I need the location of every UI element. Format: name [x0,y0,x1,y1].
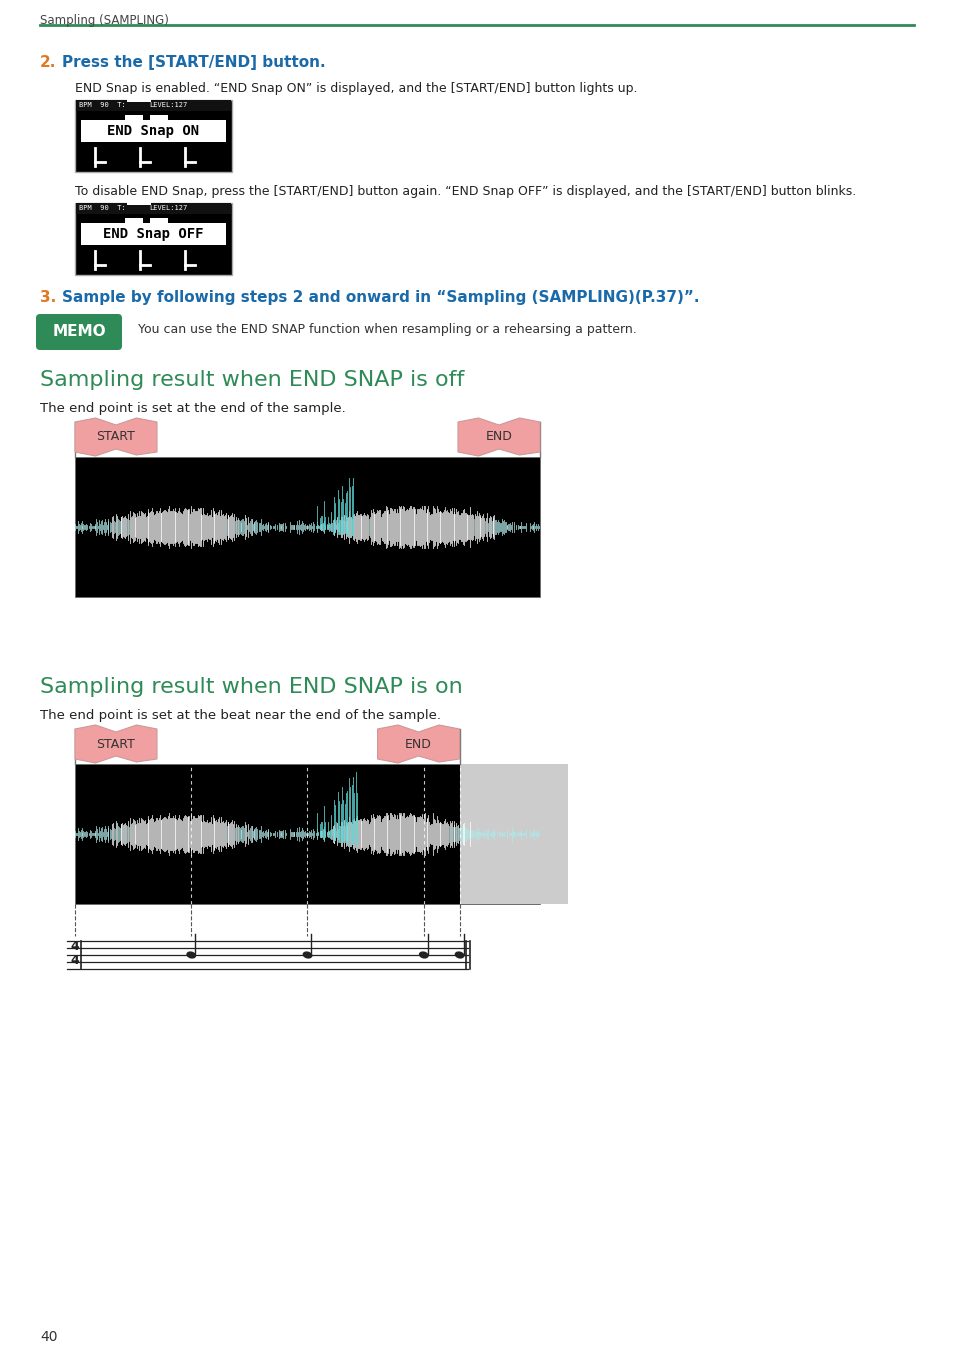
Text: LEVEL:127: LEVEL:127 [149,103,187,108]
Text: END: END [485,431,512,444]
Bar [75,764,539,904]
Text: 4: 4 [70,940,79,953]
Text: 3.: 3. [40,290,56,305]
PathPatch shape [75,725,157,763]
Ellipse shape [418,952,428,958]
Bar [150,217,168,228]
Bar [125,115,143,126]
Text: END: END [405,737,432,751]
PathPatch shape [457,418,539,456]
Ellipse shape [186,952,196,958]
Text: 2.: 2. [40,55,56,70]
Bar [127,197,151,204]
Bar [81,120,226,142]
Text: MEMO: MEMO [52,324,106,339]
Text: Sample by following steps 2 and onward in “Sampling (SAMPLING)(P.37)”.: Sample by following steps 2 and onward i… [62,290,699,305]
Bar [76,202,231,215]
Text: You can use the END SNAP function when resampling or a rehearsing a pattern.: You can use the END SNAP function when r… [138,323,636,336]
Text: 4: 4 [70,954,79,967]
Bar [81,223,226,244]
Bar [127,93,151,101]
Bar [150,115,168,126]
Text: 40: 40 [40,1330,57,1345]
Bar [75,100,232,171]
PathPatch shape [75,418,157,456]
Bar [76,100,231,111]
Text: BPM  90  T:: BPM 90 T: [79,205,126,211]
Bar [459,764,567,904]
Text: START: START [96,737,135,751]
PathPatch shape [377,725,459,763]
Bar [125,217,143,228]
Text: END Snap ON: END Snap ON [108,124,199,138]
Ellipse shape [302,952,312,958]
Text: LEVEL:127: LEVEL:127 [149,205,187,211]
Bar [75,202,232,275]
Text: Sampling result when END SNAP is on: Sampling result when END SNAP is on [40,676,462,697]
Text: The end point is set at the end of the sample.: The end point is set at the end of the s… [40,402,345,414]
Text: END Snap is enabled. “END Snap ON” is displayed, and the [START/END] button ligh: END Snap is enabled. “END Snap ON” is di… [75,82,637,94]
Text: END Snap OFF: END Snap OFF [103,227,204,242]
Text: Sampling (SAMPLING): Sampling (SAMPLING) [40,14,169,27]
Ellipse shape [455,952,464,958]
Text: BPM  90  T:: BPM 90 T: [79,103,126,108]
FancyBboxPatch shape [36,315,122,350]
Text: Press the [START/END] button.: Press the [START/END] button. [62,55,325,70]
Bar [75,458,539,597]
Text: START: START [96,431,135,444]
Text: The end point is set at the beat near the end of the sample.: The end point is set at the beat near th… [40,709,440,722]
Text: To disable END Snap, press the [START/END] button again. “END Snap OFF” is displ: To disable END Snap, press the [START/EN… [75,185,856,198]
Text: Sampling result when END SNAP is off: Sampling result when END SNAP is off [40,370,464,390]
